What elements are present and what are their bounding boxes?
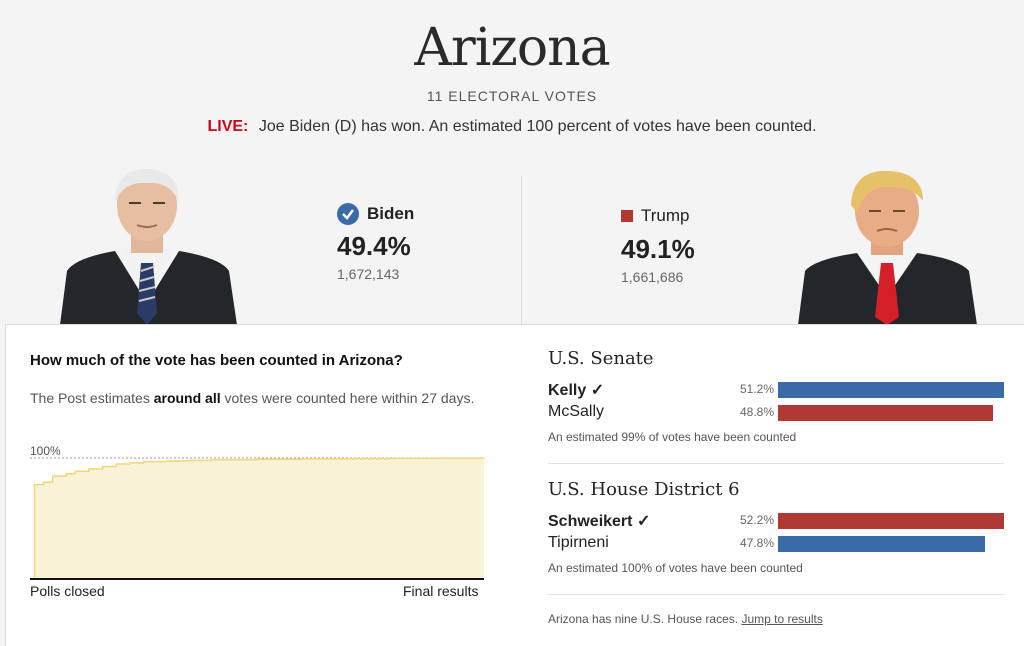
electoral-votes: 11 ELECTORAL VOTES xyxy=(426,88,598,104)
desc-bold: around all xyxy=(153,390,221,406)
trump-result: Trump 49.1% 1,661,686 xyxy=(621,206,695,285)
winner-check-icon xyxy=(337,203,359,225)
counted-line xyxy=(30,457,485,580)
trump-name-row: Trump xyxy=(621,206,695,226)
race-row: Tipirneni 47.8% xyxy=(548,534,1004,554)
biden-result: Biden 49.4% 1,672,143 xyxy=(337,203,414,282)
desc-suffix: votes were counted here within 27 days. xyxy=(220,390,475,406)
race-row: McSally 48.8% xyxy=(548,403,1004,423)
candidate-divider xyxy=(521,176,522,326)
house-title: U.S. House District 6 xyxy=(548,479,740,500)
count-question: How much of the vote has been counted in… xyxy=(30,352,403,369)
race-candidate-name: Schweikert ✓ xyxy=(548,513,651,530)
senate-title: U.S. Senate xyxy=(548,348,654,369)
race-percent: 52.2% xyxy=(739,513,774,527)
candidate-name: Trump xyxy=(641,206,690,225)
y-max-label: 100% xyxy=(30,444,61,458)
trump-portrait xyxy=(798,170,977,325)
race-divider xyxy=(548,594,1004,595)
page-title: Arizona xyxy=(414,18,610,78)
race-percent: 51.2% xyxy=(739,382,774,396)
candidate-votes: 1,661,686 xyxy=(621,269,684,285)
biden-portrait xyxy=(60,169,237,325)
race-divider xyxy=(548,463,1004,464)
winner-check-icon: ✓ xyxy=(636,513,651,530)
vote-count-chart: 100% xyxy=(30,444,485,580)
candidate-percent: 49.1% xyxy=(621,234,695,264)
race-bar xyxy=(778,513,1004,529)
race-candidate-name: Tipirneni xyxy=(548,534,609,551)
race-candidate-name: McSally xyxy=(548,403,605,420)
jump-to-results-link[interactable]: Jump to results xyxy=(741,612,823,626)
count-description: The Post estimates around all votes were… xyxy=(30,388,480,408)
race-percent: 48.8% xyxy=(739,405,774,419)
house-races-footer: Arizona has nine U.S. House races. Jump … xyxy=(548,612,823,626)
desc-prefix: The Post estimates xyxy=(30,390,154,406)
race-row: Schweikert ✓ 52.2% xyxy=(548,511,1004,531)
counted-area xyxy=(30,458,484,579)
race-bar xyxy=(778,405,994,421)
x-start-label: Polls closed xyxy=(30,583,105,599)
live-text: Joe Biden (D) has won. An estimated 100 … xyxy=(258,118,817,135)
party-square-icon xyxy=(621,210,633,222)
live-status: LIVE: Joe Biden (D) has won. An estimate… xyxy=(0,118,1024,136)
race-candidate-name: Kelly ✓ xyxy=(548,382,605,399)
footer-text: Arizona has nine U.S. House races. xyxy=(548,612,739,626)
house-count-note: An estimated 100% of votes have been cou… xyxy=(548,561,803,575)
race-percent: 47.8% xyxy=(739,536,774,550)
race-row: Kelly ✓ 51.2% xyxy=(548,380,1004,400)
race-bar xyxy=(778,536,985,552)
candidate-votes: 1,672,143 xyxy=(337,266,400,282)
winner-check-icon: ✓ xyxy=(590,382,605,399)
biden-name-row: Biden xyxy=(337,203,414,225)
live-badge: LIVE: xyxy=(207,118,249,135)
senate-count-note: An estimated 99% of votes have been coun… xyxy=(548,430,797,444)
x-end-label: Final results xyxy=(403,583,479,599)
candidate-percent: 49.4% xyxy=(337,231,411,261)
candidate-name: Biden xyxy=(367,204,415,223)
race-bar xyxy=(778,382,1004,398)
